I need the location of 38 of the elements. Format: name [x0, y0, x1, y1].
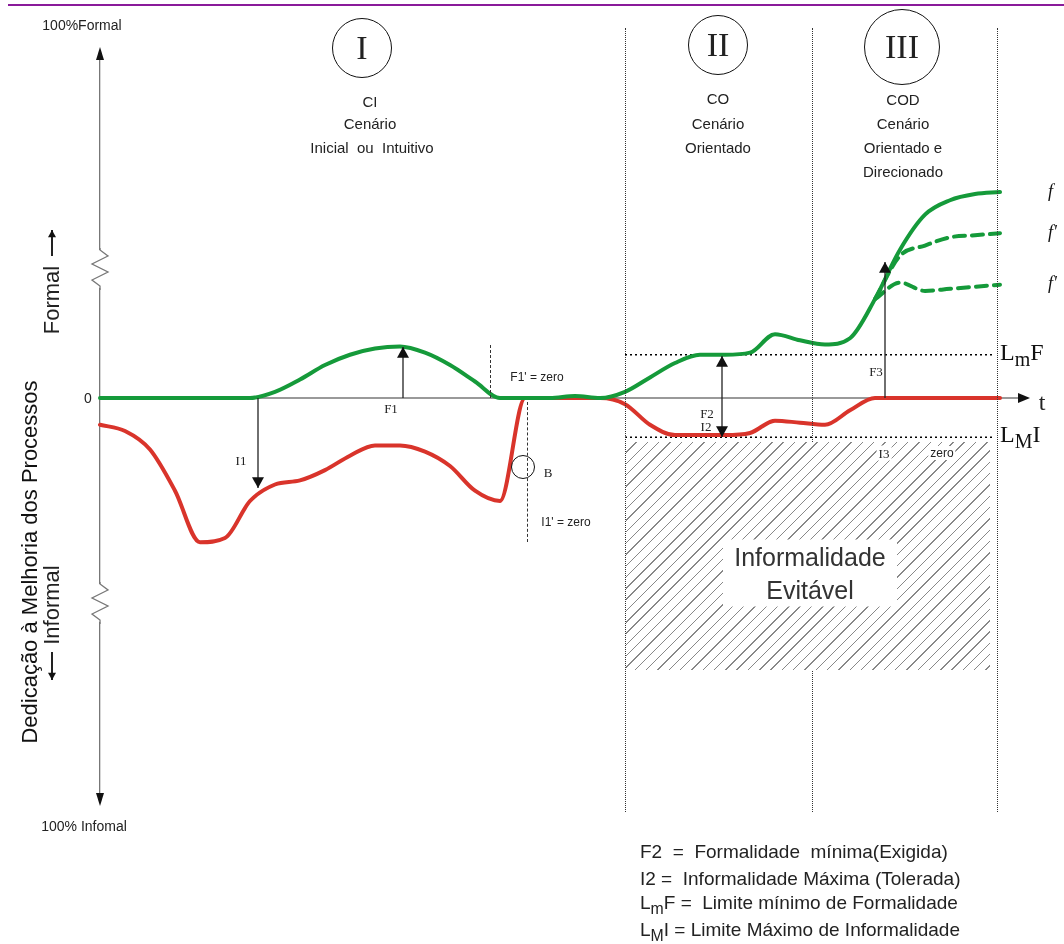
text: III — [864, 9, 940, 85]
text: 100% Infomal — [41, 818, 127, 834]
text: Orientado e — [863, 138, 943, 156]
annotation: F3 — [869, 363, 883, 379]
annotation: F1 — [384, 400, 398, 416]
text: Inicial ou Intuitivo — [310, 138, 434, 156]
text: t — [1038, 389, 1046, 415]
text: Informalidade Evitável — [723, 539, 897, 607]
text: f — [1048, 180, 1056, 201]
text: I2 = Informalidade Máxima (Tolerada) — [640, 867, 961, 889]
text: I — [332, 18, 392, 78]
text: COD — [886, 90, 920, 108]
text: 100%Formal — [42, 17, 122, 33]
annotation: zero — [928, 446, 956, 460]
annotation: I1' = zero — [541, 515, 591, 529]
annotation: I3 — [876, 445, 892, 461]
text: Formal — [39, 265, 64, 335]
ref-line-label: L$_{M}$I — [1000, 421, 1041, 454]
annotation: F2 — [700, 405, 714, 421]
ref-line-label: L$_{m}$F — [1000, 338, 1044, 371]
annotation: B — [543, 464, 553, 480]
text: Orientado — [685, 138, 751, 156]
text: Direcionado — [862, 162, 944, 180]
text: II — [688, 15, 748, 75]
text: L$_{M}$I = Limite Máximo de Informalidade — [640, 919, 960, 944]
text: CO — [706, 89, 730, 107]
text: f' — [1048, 273, 1058, 294]
text: Cenário — [343, 114, 397, 132]
text: Cenário — [691, 114, 745, 132]
annotation: I1 — [235, 452, 247, 468]
annotation: F1' = zero — [510, 370, 564, 384]
text: L$_{m}$F = Limite mínimo de Formalidade — [640, 892, 958, 917]
text: F2 = Formalidade mínima(Exigida) — [640, 840, 948, 862]
text: f' — [1048, 221, 1058, 242]
text: CI — [362, 92, 378, 110]
text: 0 — [84, 390, 92, 406]
text: Cenário — [876, 114, 930, 132]
annotation: I2 — [700, 418, 712, 434]
